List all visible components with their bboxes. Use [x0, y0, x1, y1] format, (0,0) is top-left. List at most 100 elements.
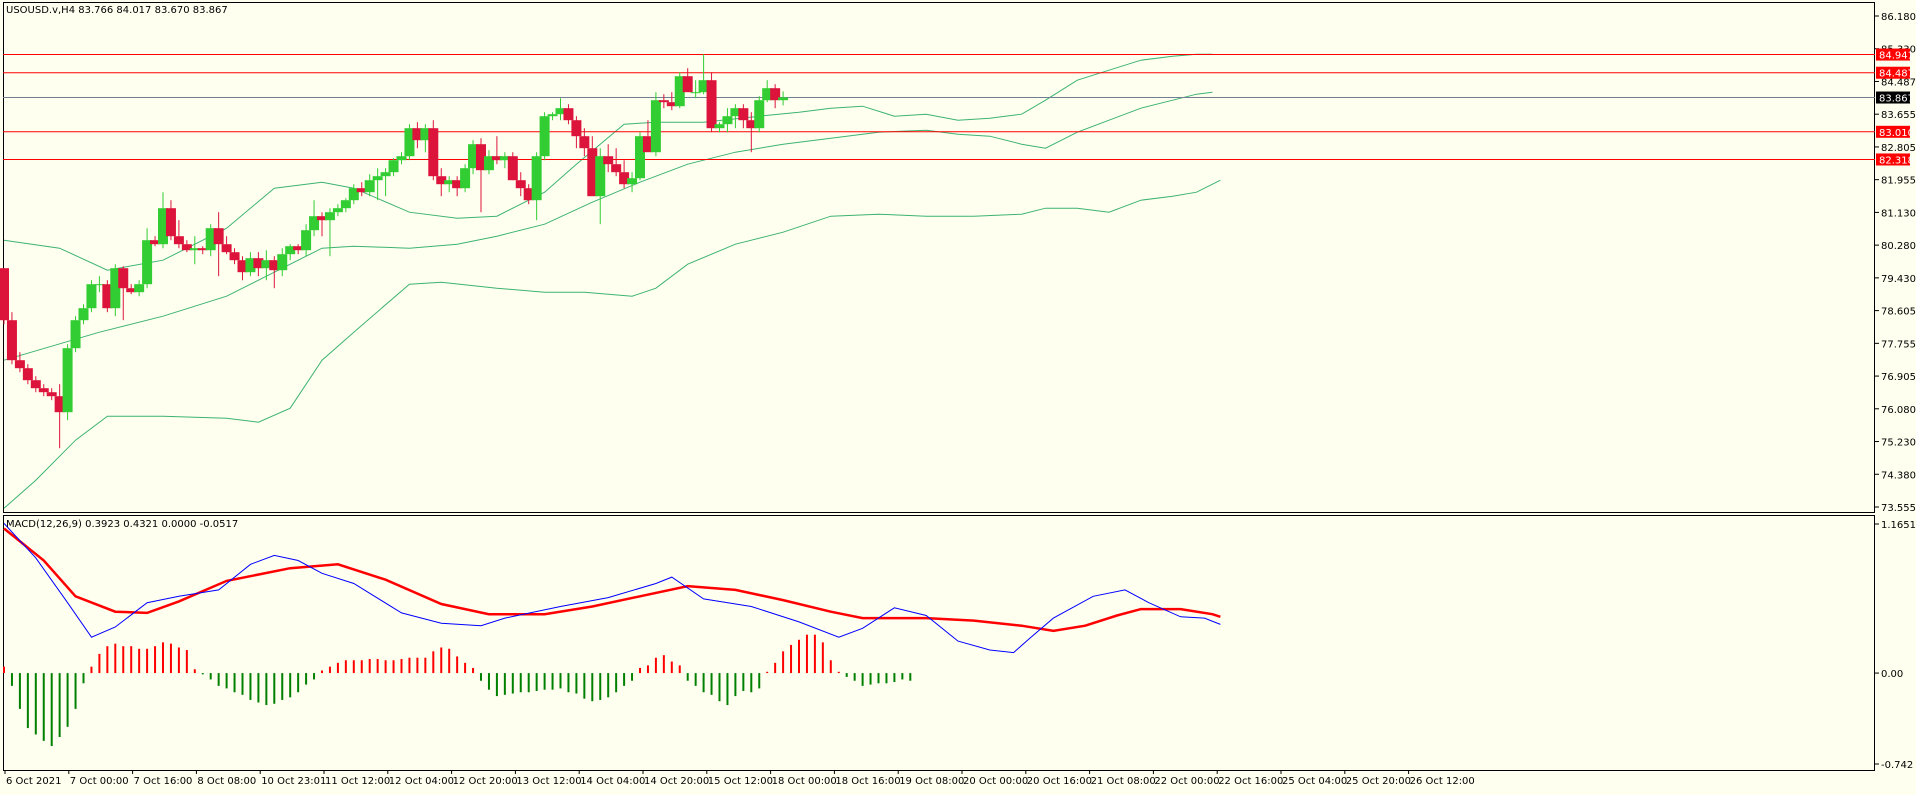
x-tick-label: 25 Oct 04:00 [1282, 776, 1347, 787]
macd-y-tick-label: 1.1651 [1881, 520, 1916, 531]
candle-body [762, 88, 773, 101]
candle-body [650, 100, 661, 153]
candle-body [666, 102, 677, 107]
main-chart-frame [3, 2, 1875, 513]
candle-body [46, 392, 57, 397]
x-tick-label: 15 Oct 12:00 [708, 776, 773, 787]
candle-body [436, 176, 447, 185]
macd-y-tick-label: 0.00 [1881, 669, 1903, 680]
candle-body [261, 260, 272, 269]
candle-body [245, 258, 256, 273]
candle-body [611, 164, 622, 173]
x-tick-label: 11 Oct 12:00 [325, 776, 390, 787]
candle-body [293, 246, 304, 251]
x-tick-label: 7 Oct 00:00 [70, 776, 129, 787]
candle-body [38, 388, 49, 393]
x-tick-label: 10 Oct 23:01 [261, 776, 326, 787]
x-tick-label: 14 Oct 04:00 [580, 776, 645, 787]
candle-body [372, 176, 383, 181]
candle-body [507, 156, 518, 181]
level-price-tag [1876, 66, 1910, 79]
x-tick-label: 26 Oct 12:00 [1410, 776, 1475, 787]
candle-body [22, 368, 33, 381]
candle-body [126, 288, 137, 293]
candle-body [86, 284, 97, 309]
macd-label: MACD(12,26,9) 0.3923 0.4321 0.0000 -0.05… [6, 519, 238, 530]
candle-body [587, 148, 598, 197]
x-tick-label: 18 Oct 16:00 [835, 776, 900, 787]
y-tick-label: 77.755 [1881, 339, 1916, 350]
candle-body [714, 124, 725, 129]
candle-body [102, 284, 113, 309]
candle-body [142, 240, 153, 285]
candle-body [468, 144, 479, 169]
candle-body [412, 128, 423, 141]
x-tick-label: 22 Oct 16:00 [1218, 776, 1283, 787]
candle-body [285, 246, 296, 255]
candle-body [619, 172, 630, 185]
candle-body [62, 348, 73, 413]
candle-body [396, 156, 407, 161]
candle-body [332, 208, 343, 213]
candle-body [0, 268, 9, 321]
level-price-label: 82.318 [1879, 155, 1914, 166]
candle-body [380, 172, 391, 177]
candle-body [277, 254, 288, 271]
candle-body [213, 228, 224, 245]
candle-body [547, 114, 558, 117]
y-tick-label: 76.905 [1881, 372, 1916, 383]
candle-body [229, 252, 240, 261]
candle-body [658, 100, 669, 103]
candle-body [14, 360, 25, 369]
x-tick-label: 22 Oct 00:00 [1154, 776, 1219, 787]
candle-body [690, 92, 701, 94]
candle-body [698, 80, 709, 93]
y-tick-label: 81.130 [1881, 208, 1916, 219]
macd-indicator [3, 523, 1221, 746]
candle-body [118, 268, 129, 289]
y-tick-label: 86.180 [1881, 12, 1916, 23]
macd-panel-frame [3, 515, 1875, 771]
y-tick-label: 83.655 [1881, 110, 1916, 121]
horizontal-levels[interactable] [3, 54, 1875, 160]
y-tick-label: 75.230 [1881, 438, 1916, 449]
x-tick-label: 12 Oct 20:00 [453, 776, 518, 787]
candle-body [253, 258, 264, 269]
candle-body [340, 200, 351, 209]
candle-body [404, 128, 415, 157]
candle-body [30, 380, 41, 389]
bb-lower-line [3, 179, 1221, 509]
y-tick-label: 74.380 [1881, 470, 1916, 481]
candle-body [54, 396, 65, 413]
macd-main-line [3, 523, 1221, 654]
x-tick-label: 13 Oct 12:00 [516, 776, 581, 787]
current-price-label: 83.867 [1879, 94, 1914, 105]
candle-body [205, 228, 216, 251]
candle-body [309, 216, 320, 231]
x-tick-label: 14 Oct 20:00 [644, 776, 709, 787]
candle-body [324, 212, 335, 221]
candle-body [539, 116, 550, 157]
candle-body [237, 260, 248, 273]
candle-body [269, 260, 280, 271]
y-tick-label: 73.555 [1881, 503, 1916, 514]
candle-body [173, 236, 184, 245]
candle-body [555, 108, 566, 115]
candle-body [754, 100, 765, 129]
candle-body [348, 188, 359, 201]
current-price-tag [1876, 91, 1910, 104]
candlestick-series [0, 54, 789, 449]
main-chart-label: USOUSD.v,H4 83.766 84.017 83.670 83.867 [6, 5, 228, 16]
candle-body [110, 268, 121, 309]
candle-body [746, 120, 757, 129]
candle-body [181, 244, 192, 251]
level-price-label: 84.941 [1879, 51, 1914, 62]
candle-body [603, 156, 614, 165]
candle-body [627, 178, 638, 185]
candle-body [682, 76, 693, 93]
y-tick-label: 84.487 [1881, 77, 1916, 88]
x-tick-label: 7 Oct 16:00 [134, 776, 193, 787]
candle-body [778, 97, 789, 101]
x-tick-label: 19 Oct 08:00 [899, 776, 964, 787]
